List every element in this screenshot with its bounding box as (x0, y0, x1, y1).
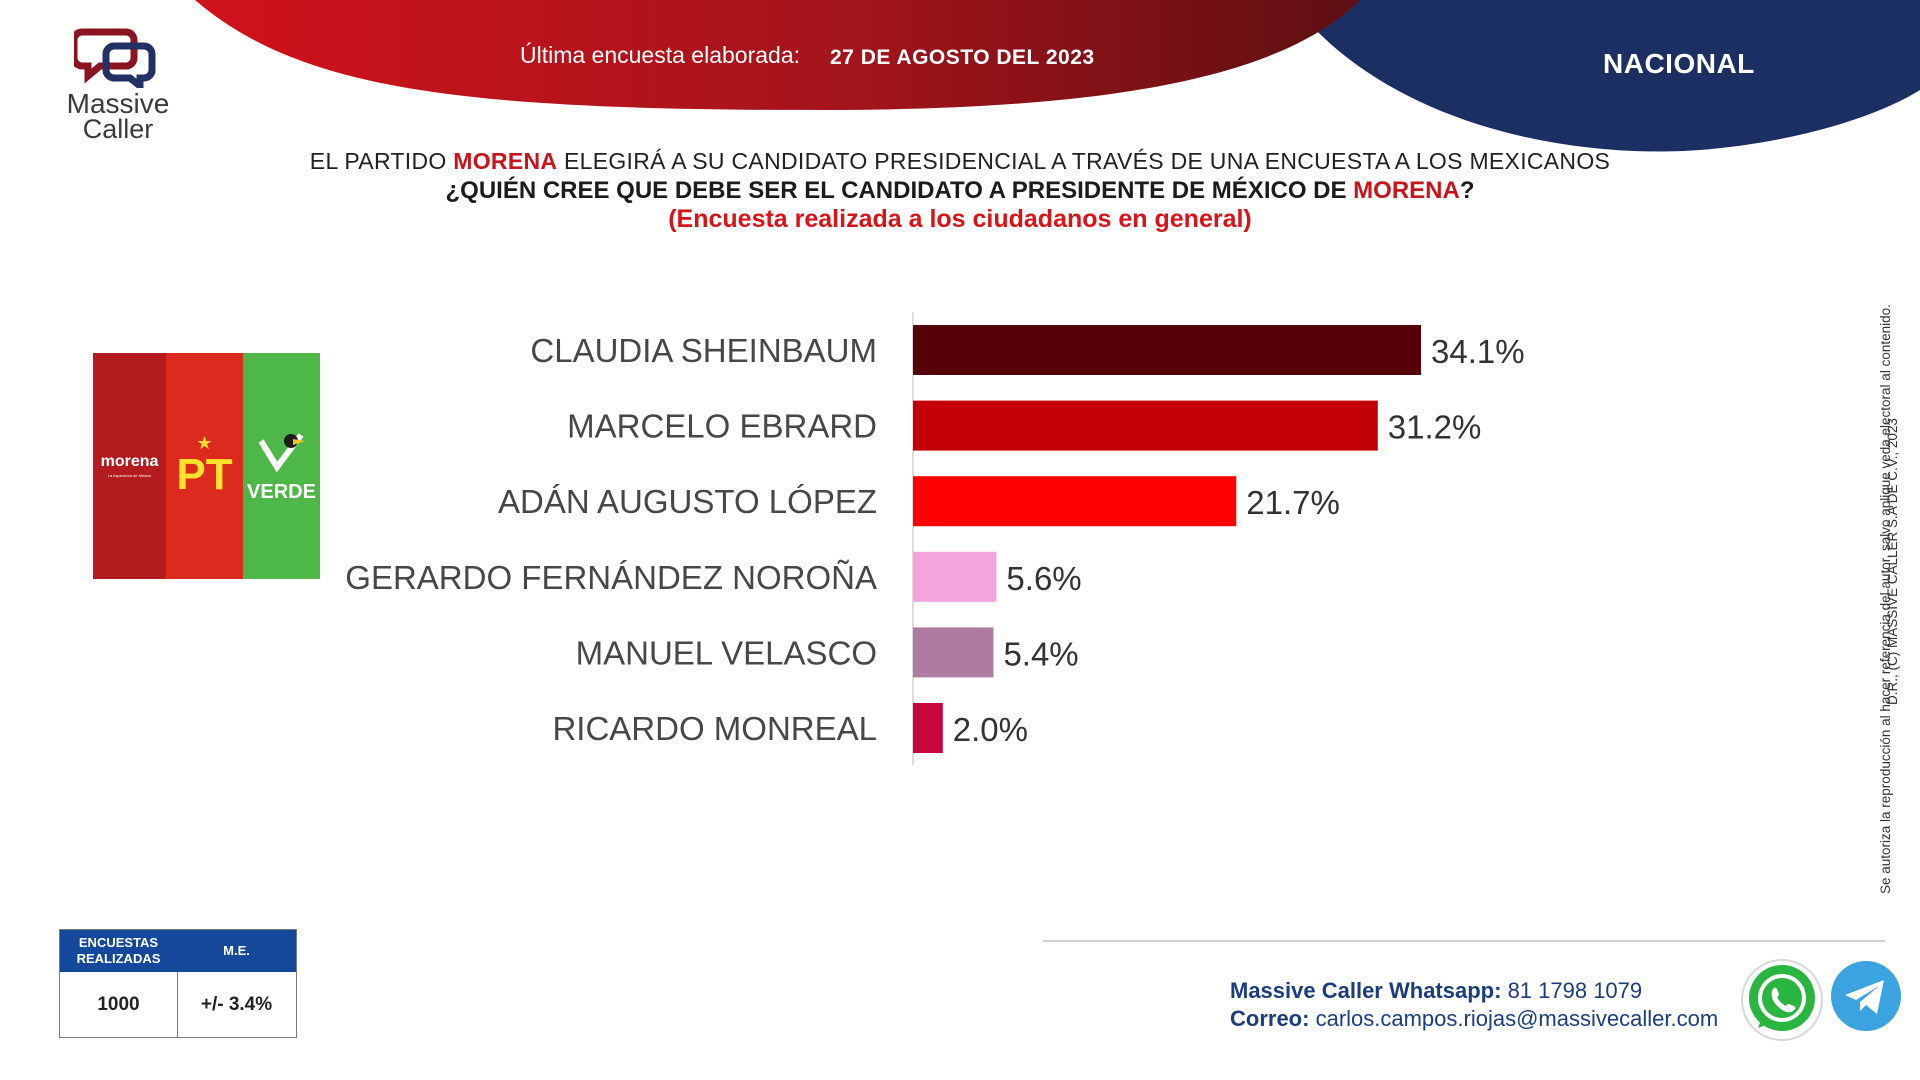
value-label-1: 34.1% (1431, 333, 1525, 370)
whatsapp-number[interactable]: 81 1798 1079 (1507, 978, 1643, 1003)
bar-3 (913, 476, 1237, 527)
morena-logo-text: morena (100, 453, 159, 470)
logo-text-massive: Massive (66, 88, 170, 119)
stats-header-surveys: ENCUESTAS REALIZADAS (60, 930, 177, 972)
header-blue-swoosh (1290, 0, 1920, 152)
massive-caller-logo-icon (74, 28, 156, 88)
bar-4 (913, 551, 997, 602)
title-line-3: (Encuesta realizada a los ciudadanos en … (668, 205, 1252, 233)
value-label-4: 5.6% (1006, 560, 1081, 597)
category-label-5: MANUEL VELASCO (576, 634, 877, 671)
verde-logo-text: VERDE (247, 481, 316, 503)
value-label-5: 5.4% (1003, 635, 1078, 672)
category-label-1: CLAUDIA SHEINBAUM (530, 332, 877, 369)
bar-1 (913, 325, 1421, 375)
category-label-6: RICARDO MONREAL (552, 710, 877, 747)
pt-stripe: ★ PT (166, 353, 243, 579)
stats-header-me: M.E. (177, 930, 296, 972)
copyright-line-2: Se autoriza la reproducción al hacer ref… (1878, 304, 1893, 894)
bar-5 (913, 627, 994, 678)
party-highlight: MORENA (453, 148, 558, 174)
value-label-2: 31.2% (1388, 409, 1482, 446)
stats-me-value: +/- 3.4% (200, 993, 273, 1015)
bars-group: CLAUDIA SHEINBAUM 34.1% MARCELO EBRARD 31.2… (345, 325, 1525, 753)
party-highlight: MORENA (1353, 177, 1460, 204)
title-line-1: EL PARTIDO MORENA ELEGIRÁ A SU CANDIDATO… (309, 148, 1611, 174)
morena-tagline: La esperanza de México (107, 473, 152, 478)
verde-stripe: VERDE (243, 353, 320, 579)
stats-divider (177, 972, 178, 1037)
title-line-2: ¿QUIÉN CREE QUE DEBE SER EL CANDIDATO A … (445, 177, 1475, 204)
value-label-3: 21.7% (1246, 484, 1340, 521)
email-link[interactable]: carlos.campos.riojas@massivecaller.com (1315, 1006, 1719, 1031)
category-label-3: ADÁN AUGUSTO LÓPEZ (498, 483, 877, 520)
survey-stats-table: ENCUESTAS REALIZADAS M.E. 1000 +/- 3.4% (59, 929, 297, 1038)
category-label-4: GERARDO FERNÁNDEZ NOROÑA (345, 559, 877, 596)
telegram-icon[interactable] (1830, 960, 1902, 1032)
star-icon: ★ (196, 433, 213, 453)
survey-date: 27 DE AGOSTO DEL 2023 (830, 46, 1095, 69)
contact-email: Correo: carlos.campos.riojas@massivecall… (1230, 1006, 1719, 1031)
value-label-6: 2.0% (953, 711, 1028, 748)
scope-label: NACIONAL (1603, 48, 1755, 79)
pt-logo-text: PT (176, 450, 233, 499)
bar-2 (913, 400, 1378, 451)
logo-text-caller: Caller (82, 114, 154, 144)
category-label-2: MARCELO EBRARD (567, 408, 877, 445)
bar-chart: CLAUDIA SHEINBAUM 34.1% MARCELO EBRARD 31.2… (345, 312, 1525, 765)
stats-surveys-value: 1000 (97, 993, 140, 1015)
survey-date-label: Última encuesta elaborada: (520, 42, 800, 68)
contact-whatsapp: Massive Caller Whatsapp: 81 1798 1079 (1230, 978, 1643, 1003)
whatsapp-icon[interactable] (1740, 958, 1824, 1042)
morena-stripe: morena La esperanza de México (93, 353, 166, 579)
footer-divider (1043, 940, 1885, 942)
toucan-icon (258, 433, 305, 473)
bar-6 (913, 703, 943, 753)
party-logos: morena La esperanza de México ★ PT VERDE (93, 353, 320, 579)
header-red-swoosh (195, 0, 1360, 110)
